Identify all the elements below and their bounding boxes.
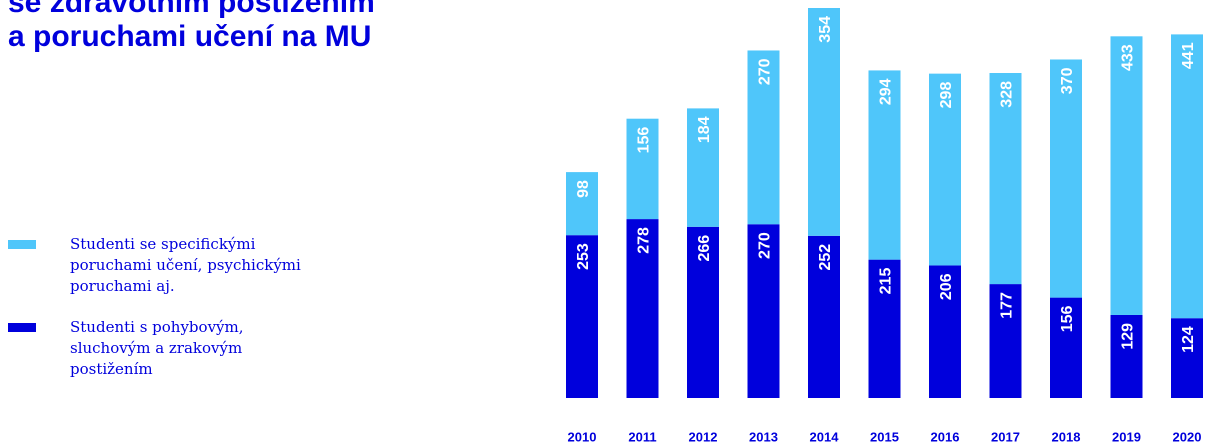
value-label: 184 (696, 116, 713, 143)
value-label: 354 (817, 16, 834, 43)
x-tick-label: 2010 (568, 429, 597, 444)
value-label: 266 (696, 235, 713, 262)
x-tick-label: 2012 (689, 429, 718, 444)
title-line: a poruchami učení na MU (8, 20, 372, 53)
value-label: 253 (575, 243, 592, 270)
legend-swatch (8, 240, 36, 249)
value-label: 278 (636, 227, 653, 254)
value-label: 433 (1120, 44, 1137, 71)
legend-label: Studenti se specifickými poruchami učení… (70, 235, 301, 295)
value-label: 206 (938, 273, 955, 300)
x-tick-label: 2019 (1112, 429, 1141, 444)
bar-segment (1050, 297, 1082, 398)
x-tick-label: 2015 (870, 429, 899, 444)
x-tick-label: 2016 (931, 429, 960, 444)
bar-segment (929, 265, 961, 398)
bar-segment (808, 235, 840, 398)
value-label: 129 (1120, 323, 1137, 350)
value-label: 252 (817, 244, 834, 271)
legend-item: Studenti se specifickými poruchami učení… (8, 234, 328, 297)
bar-segment (989, 284, 1022, 398)
x-tick-label: 2014 (810, 429, 840, 444)
bar-segment (747, 50, 780, 225)
bar-segment (626, 219, 659, 398)
value-label: 98 (575, 180, 592, 198)
legend: Studenti se specifickými poruchami učení… (8, 234, 328, 400)
bar-segment (1171, 318, 1203, 398)
value-label: 441 (1180, 42, 1197, 69)
bar-segment (808, 8, 840, 236)
value-label: 298 (938, 82, 955, 109)
bar-segment (868, 259, 901, 398)
bar-segment (1171, 34, 1203, 319)
bar-segment (929, 73, 961, 266)
bar-segment (1110, 314, 1143, 398)
value-label: 156 (636, 127, 653, 154)
bar-segment (989, 73, 1022, 285)
x-tick-label: 2013 (749, 429, 778, 444)
x-tick-label: 2017 (991, 429, 1020, 444)
value-label: 294 (878, 78, 895, 105)
chart-title: se zdravotním postižením a poruchami učen… (8, 0, 375, 54)
bar-segment (626, 118, 659, 220)
x-tick-label: 2018 (1052, 429, 1081, 444)
x-tick-label: 2011 (628, 429, 656, 444)
legend-swatch (8, 323, 36, 332)
value-label: 328 (999, 81, 1016, 108)
bar-segment (1050, 59, 1082, 298)
value-label: 370 (1059, 67, 1076, 94)
bar-segment (868, 70, 901, 260)
x-tick-label: 2020 (1173, 429, 1202, 444)
bar-segment (687, 226, 719, 398)
title-line: se zdravotním postižením (8, 0, 375, 19)
bar-segment (1110, 36, 1143, 315)
legend-item: Studenti s pohybovým, sluchovým a zrakov… (8, 317, 328, 380)
bar-segment (747, 224, 780, 398)
value-label: 270 (757, 232, 774, 259)
value-label: 270 (757, 58, 774, 85)
value-label: 177 (999, 292, 1016, 319)
legend-label: Studenti s pohybovým, sluchovým a zrakov… (70, 318, 244, 378)
value-label: 215 (878, 268, 895, 295)
value-label: 124 (1180, 326, 1197, 353)
bar-segment (687, 108, 719, 227)
value-label: 156 (1059, 306, 1076, 333)
bar-segment (566, 235, 598, 398)
bar-segment (566, 172, 598, 236)
